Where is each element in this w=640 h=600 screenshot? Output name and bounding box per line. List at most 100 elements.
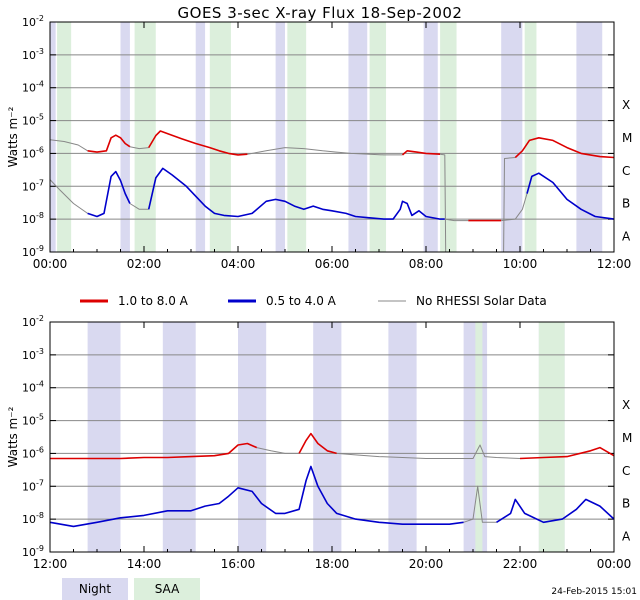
series-line-long-channel — [298, 432, 337, 455]
y-axis-label: Watts m⁻² — [6, 106, 20, 167]
series-line-short-channel — [49, 179, 88, 214]
flare-class-label: A — [622, 530, 631, 544]
y-tick-label: 10-5 — [22, 113, 44, 128]
series-line-long-channel — [49, 139, 88, 152]
series-line-short-channel — [526, 172, 615, 220]
series-line-short-channel — [147, 167, 445, 220]
night-band — [120, 22, 130, 252]
series-line-long-channel — [514, 137, 615, 159]
y-tick-label: 10-7 — [22, 478, 44, 493]
x-tick-label: 14:00 — [127, 557, 162, 571]
saa-band — [369, 22, 387, 252]
y-tick-label: 10-9 — [22, 244, 44, 259]
night-band — [162, 322, 196, 552]
y-tick-label: 10-8 — [22, 511, 44, 526]
y-tick-label: 10-7 — [22, 178, 44, 193]
saa-band — [475, 322, 483, 552]
series-line-short-channel — [129, 203, 149, 210]
night-band — [50, 22, 56, 252]
series-line-short-channel — [496, 498, 615, 524]
night-band — [87, 322, 121, 552]
y-tick-label: 10-9 — [22, 544, 44, 559]
night-legend-label: Night — [79, 582, 112, 596]
series-line-long-channel — [503, 157, 516, 253]
x-tick-label: 06:00 — [315, 257, 350, 271]
y-tick-label: 10-4 — [22, 80, 44, 95]
night-band — [195, 22, 206, 252]
series-line-short-channel — [49, 465, 464, 528]
y-tick-label: 10-6 — [22, 145, 44, 160]
night-band — [423, 22, 438, 252]
legend-label-short: 0.5 to 4.0 A — [266, 294, 337, 308]
saa-band — [440, 22, 457, 252]
x-tick-label: 18:00 — [315, 557, 350, 571]
generation-timestamp: 24-Feb-2015 15:01 — [551, 587, 637, 597]
saa-band — [57, 22, 72, 252]
flare-class-label: C — [622, 164, 630, 178]
y-tick-label: 10-2 — [22, 14, 44, 29]
x-tick-label: 12:00 — [33, 557, 68, 571]
y-tick-label: 10-3 — [22, 347, 44, 362]
y-tick-label: 10-6 — [22, 445, 44, 460]
x-tick-label: 20:00 — [409, 557, 444, 571]
legend-label-no-rhessi: No RHESSI Solar Data — [416, 294, 547, 308]
x-tick-label: 16:00 — [221, 557, 256, 571]
night-band — [348, 22, 368, 252]
x-tick-label: 10:00 — [503, 257, 538, 271]
y-tick-label: 10-5 — [22, 413, 44, 428]
series-line-long-channel — [401, 150, 441, 156]
flare-class-label: M — [622, 131, 632, 145]
series-line-long-channel — [50, 442, 258, 460]
plot-frame — [49, 321, 615, 553]
series-line-short-channel — [444, 218, 469, 222]
y-tick-label: 10-4 — [22, 380, 44, 395]
plot-frame — [49, 21, 615, 253]
series-line-long-channel — [256, 447, 300, 454]
y-tick-label: 10-2 — [22, 314, 44, 329]
saa-legend-label: SAA — [155, 582, 180, 596]
y-tick-label: 10-3 — [22, 47, 44, 62]
y-axis-label: Watts m⁻² — [6, 406, 20, 467]
saa-band — [287, 22, 307, 252]
band-legend: Night SAA — [62, 578, 200, 600]
night-band — [275, 22, 285, 252]
panel-bottom: 10-2 10-3 10-4 10-5 10-6 10-7 10-8 10-912:00 14:… — [6, 314, 632, 571]
x-tick-label: 08:00 — [409, 257, 444, 271]
night-band — [388, 322, 417, 552]
panel-top: 10-2 10-3 10-4 10-5 10-6 10-7 10-8 10-900:00 02:… — [6, 14, 632, 271]
flare-class-label: B — [622, 197, 630, 211]
series-line-long-channel — [519, 446, 615, 460]
series-legend: 1.0 to 8.0 A 0.5 to 4.0 A No RHESSI Sola… — [80, 294, 547, 308]
x-tick-label: 02:00 — [127, 257, 162, 271]
night-band — [313, 322, 342, 552]
flare-class-label: X — [622, 98, 630, 112]
series-line-long-channel — [148, 130, 248, 156]
series-line-long-channel — [336, 444, 521, 459]
legend-entry-long: 1.0 to 8.0 A — [80, 294, 189, 308]
saa-band — [538, 322, 565, 552]
flare-class-label: A — [622, 230, 631, 244]
series-line-long-channel — [129, 146, 149, 150]
flare-class-label: C — [622, 464, 630, 478]
series-line-short-channel — [87, 170, 131, 218]
legend-entry-short: 0.5 to 4.0 A — [228, 294, 337, 308]
saa-band — [134, 22, 156, 252]
night-legend-box — [62, 578, 128, 600]
legend-entry-no-rhessi: No RHESSI Solar Data — [378, 294, 547, 308]
x-tick-label: 04:00 — [221, 257, 256, 271]
saa-band — [524, 22, 537, 252]
x-tick-label: 00:00 — [33, 257, 68, 271]
chart-title: GOES 3-sec X-ray Flux 18-Sep-2002 — [178, 4, 463, 22]
x-tick-label: 22:00 — [503, 557, 538, 571]
flare-class-label: B — [622, 497, 630, 511]
saa-legend-box — [134, 578, 200, 600]
legend-label-long: 1.0 to 8.0 A — [118, 294, 189, 308]
series-line-short-channel — [463, 485, 497, 523]
series-line-long-channel — [247, 147, 403, 156]
series-line-short-channel — [501, 193, 528, 222]
x-tick-label: 00:00 — [597, 557, 632, 571]
flare-class-label: X — [622, 398, 630, 412]
y-tick-label: 10-8 — [22, 211, 44, 226]
night-band — [238, 322, 267, 552]
